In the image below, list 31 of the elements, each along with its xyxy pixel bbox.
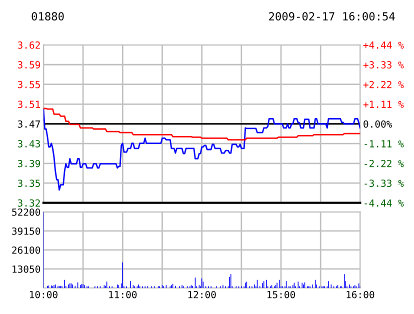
y-tick-label: 39150 bbox=[12, 227, 40, 235]
x-tick-label: 12:00 bbox=[188, 290, 216, 298]
y2-tick-label: -4.44 % bbox=[364, 199, 404, 207]
y2-tick-label: +4.44 % bbox=[363, 42, 404, 49]
y-tick-label: 3.47 bbox=[18, 120, 40, 128]
line-series bbox=[43, 108, 360, 191]
y-tick-label: 3.62 bbox=[18, 41, 40, 49]
y-tick-label: 3.39 bbox=[18, 160, 40, 168]
y-tick-label: 52200 bbox=[12, 208, 40, 216]
y-tick-label: 3.59 bbox=[18, 61, 40, 68]
y2-tick-label: -3.33 % bbox=[364, 180, 404, 187]
x-tick-label: 16:00 bbox=[346, 290, 374, 298]
y2-tick-label: -2.22 % bbox=[364, 160, 404, 168]
x-tick-label: 10:00 bbox=[30, 290, 58, 298]
y2-tick-label: +2.22 % bbox=[363, 80, 404, 88]
y-tick-label: 3.43 bbox=[18, 140, 40, 148]
y2-tick-label: -1.11 % bbox=[364, 140, 404, 148]
x-tick-label: 15:00 bbox=[268, 290, 296, 298]
y-tick-label: 3.51 bbox=[18, 100, 40, 108]
y2-tick-label: +3.33 % bbox=[363, 61, 404, 69]
y-tick-label: 3.32 bbox=[18, 199, 40, 207]
line-series bbox=[43, 108, 360, 140]
chart-subtitle: 2009-02-17 16:00:54 bbox=[269, 12, 395, 21]
y-tick-label: 26100 bbox=[12, 246, 40, 254]
y-tick-label: 13050 bbox=[12, 265, 40, 273]
x-tick-label: 11:00 bbox=[109, 290, 137, 298]
y2-tick-label: +1.11 % bbox=[363, 100, 404, 108]
y2-tick-label: 0.00% bbox=[364, 120, 392, 128]
chart-title: 01880 bbox=[32, 12, 64, 21]
y-tick-label: 3.55 bbox=[18, 80, 40, 88]
y-tick-label: 3.35 bbox=[18, 180, 40, 187]
